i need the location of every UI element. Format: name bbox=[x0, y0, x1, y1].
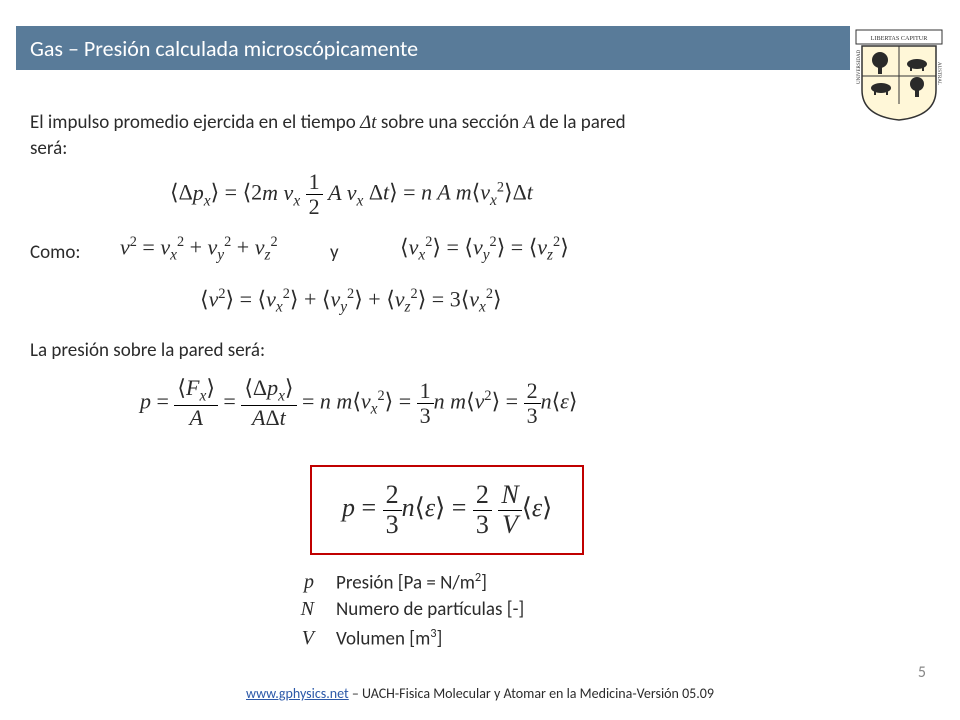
boxed-d2: 3 bbox=[473, 511, 492, 540]
legend-p-sym: p bbox=[290, 571, 314, 594]
legend-V-txt: Volumen [m3] bbox=[336, 626, 442, 650]
y-label: y bbox=[330, 240, 339, 266]
boxed-result: p = 23n⟨ε⟩ = 23 NV⟨ε⟩ bbox=[310, 465, 584, 555]
legend-V-txt-a: Volumen [m bbox=[336, 627, 430, 650]
como-label: Como: bbox=[30, 240, 80, 266]
legend-p-txt-a: Presión [Pa = N/m bbox=[336, 571, 475, 594]
slide-title: Gas – Presión calculada microscópicament… bbox=[30, 35, 418, 62]
university-logo: LIBERTAS CAPITUR UNIVERSIDAD AUSTRAL bbox=[854, 22, 944, 122]
page-number: 5 bbox=[918, 663, 926, 682]
boxed-N: N bbox=[501, 480, 518, 509]
equation-isotropy: ⟨vx2⟩ = ⟨vy2⟩ = ⟨vz2⟩ bbox=[400, 234, 569, 265]
intro-text-b: sobre una sección bbox=[377, 111, 524, 134]
legend-N-sym: N bbox=[290, 598, 314, 621]
legend-V-close: ] bbox=[437, 627, 443, 650]
footer: www.gphysics.net – UACH-Fisica Molecular… bbox=[0, 685, 960, 702]
intro-text-a: El impulso promedio ejercida en el tiemp… bbox=[30, 111, 360, 134]
equation-v2: v2 = vx2 + vy2 + vz2 bbox=[120, 234, 278, 265]
legend-p-txt: Presión [Pa = N/m2] bbox=[336, 570, 487, 594]
boxed-d1: 3 bbox=[383, 511, 402, 540]
intro-line2: será: bbox=[30, 137, 67, 160]
legend-p: p Presión [Pa = N/m2] bbox=[290, 570, 487, 594]
legend-N: N Numero de partículas [-] bbox=[290, 598, 524, 621]
legend-N-txt: Numero de partículas [-] bbox=[336, 598, 524, 621]
pressure-text: La presión sobre la pared será: bbox=[30, 338, 265, 364]
legend-V: V Volumen [m3] bbox=[290, 626, 442, 650]
intro-text-c: de la pared bbox=[535, 111, 626, 134]
boxed-V: V bbox=[502, 510, 518, 539]
equation-impulse: ⟨Δpx⟩ = ⟨2m vx 12 A vx Δt⟩ = n A m⟨vx2⟩Δ… bbox=[170, 170, 533, 219]
intro-dt: Δt bbox=[360, 112, 376, 133]
boxed-n2: 2 bbox=[473, 481, 492, 511]
legend-p-close: ] bbox=[481, 571, 487, 594]
intro-A: A bbox=[523, 112, 535, 133]
equation-pressure-derivation: p = ⟨Fx⟩A = ⟨Δpx⟩AΔt = n m⟨vx2⟩ = 13n m⟨… bbox=[140, 376, 577, 431]
legend-V-sym: V bbox=[290, 627, 314, 650]
title-bar: Gas – Presión calculada microscópicament… bbox=[16, 26, 850, 70]
footer-link[interactable]: www.gphysics.net bbox=[246, 685, 349, 702]
footer-rest: – UACH-Fisica Molecular y Atomar en la M… bbox=[349, 685, 714, 702]
svg-text:UNIVERSIDAD: UNIVERSIDAD bbox=[857, 49, 862, 84]
svg-text:AUSTRAL: AUSTRAL bbox=[936, 62, 941, 85]
logo-motto: LIBERTAS CAPITUR bbox=[871, 35, 929, 42]
equation-v2-sum: ⟨v2⟩ = ⟨vx2⟩ + ⟨vy2⟩ + ⟨vz2⟩ = 3⟨vx2⟩ bbox=[200, 286, 502, 317]
boxed-n1: 2 bbox=[383, 481, 402, 511]
intro-paragraph: El impulso promedio ejercida en el tiemp… bbox=[30, 110, 810, 161]
